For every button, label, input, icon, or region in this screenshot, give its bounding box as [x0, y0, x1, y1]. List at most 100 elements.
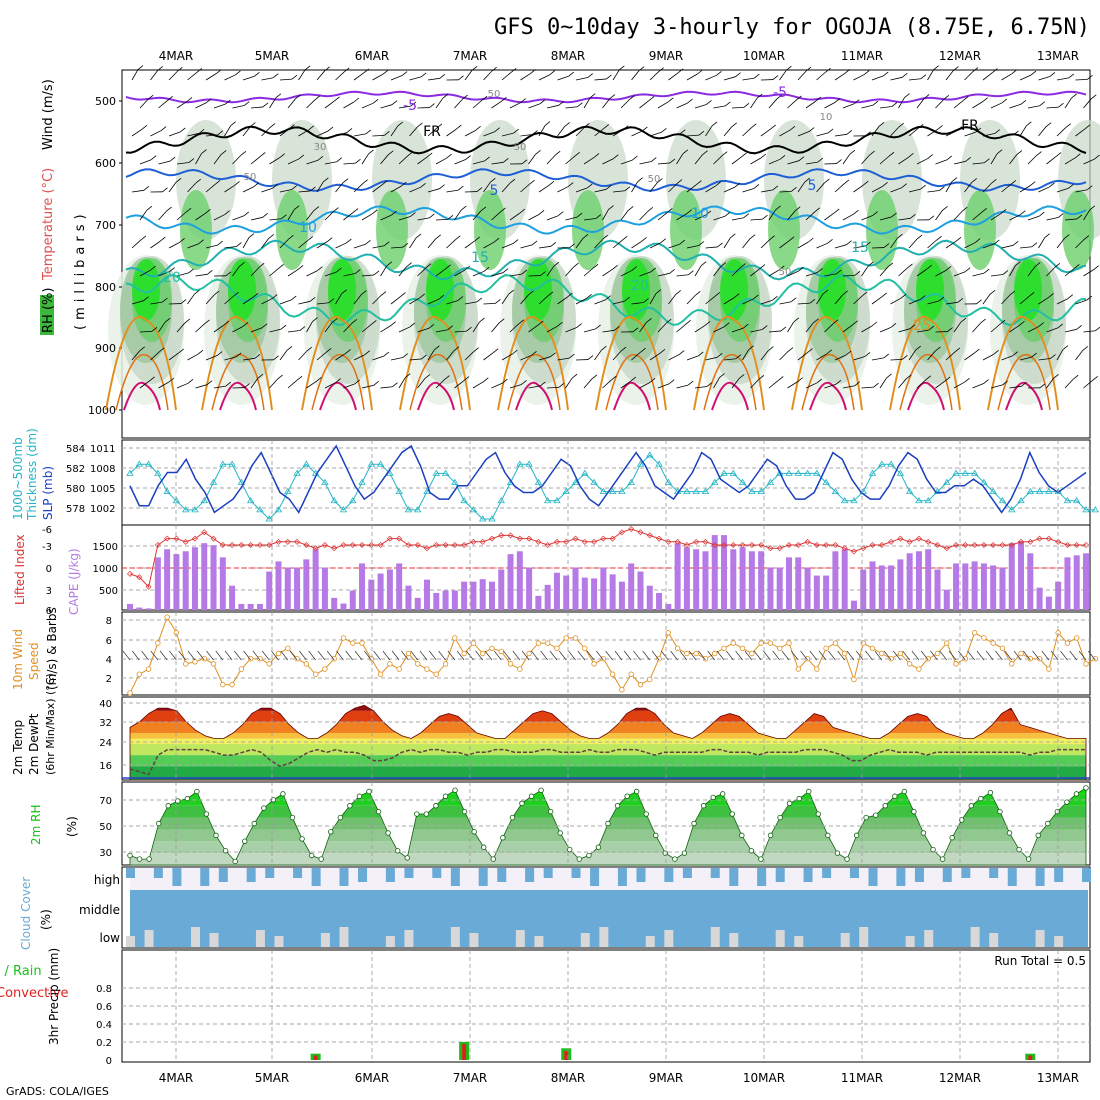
wind-barb [372, 245, 385, 249]
rh-marker [165, 803, 171, 809]
wind-barb [927, 190, 940, 193]
wind10-marker [647, 676, 653, 683]
wind10-marker [470, 640, 477, 646]
wind10-marker [981, 635, 987, 641]
wind10-marker [693, 650, 699, 657]
wind10-marker [777, 645, 783, 652]
wind-barb-flag [216, 351, 223, 356]
wind-barb-flag [1015, 261, 1021, 266]
wind-barb [409, 186, 421, 193]
wind-barb-flag [907, 263, 913, 269]
thickness-marker [766, 478, 775, 485]
thickness-marker [516, 460, 524, 467]
rh-marker [863, 814, 869, 821]
wind-barb-flag [312, 317, 318, 322]
wind-barb-flag [401, 71, 408, 76]
cape-bar [238, 603, 245, 610]
wind-barb [546, 104, 559, 109]
wind-barb-flag [994, 129, 1000, 134]
wind-barb [242, 237, 250, 249]
contour-label: FR [961, 118, 979, 134]
rh-marker [528, 793, 535, 799]
wind-barb-flag [749, 234, 756, 239]
wind-barb [417, 327, 430, 333]
cape-bar [405, 585, 412, 610]
thickness-marker [488, 515, 496, 522]
cloud-high-bar [757, 868, 767, 886]
wind-barb [168, 352, 179, 361]
cape-tick: 1000 [93, 564, 118, 575]
wind-barb-flag [770, 124, 776, 130]
cloud-high-bar [1054, 868, 1064, 882]
cloud-low-bar [794, 936, 804, 947]
wind-barb [242, 296, 254, 305]
wind-barb-flag [720, 262, 727, 267]
lifted-index-marker [284, 538, 291, 545]
cape-bar [377, 573, 384, 610]
wind-barb-flag [762, 214, 768, 220]
wind-barb-flag [521, 269, 528, 275]
thickness-marker [1091, 506, 1099, 513]
wind-barb [631, 351, 641, 361]
wind-barb-flag [168, 377, 175, 383]
wind-barb-flag [532, 130, 538, 135]
wind-barb-flag [955, 236, 962, 242]
rh-shading [328, 259, 356, 321]
wind-barb-flag [401, 181, 407, 187]
wind-barb-flag [426, 152, 433, 158]
wind-barb [1056, 187, 1069, 193]
wind-barb [972, 383, 984, 389]
wind-barb [908, 238, 918, 249]
wind-barb-flag [428, 323, 435, 329]
thickness-marker [293, 469, 301, 476]
wind-barb-flag [187, 378, 194, 384]
wind-barb-flag [779, 265, 785, 271]
wind-barb-flag [188, 158, 195, 163]
wind-barb [575, 298, 587, 305]
rh-marker [930, 846, 936, 853]
wind-barb [261, 127, 271, 137]
wind-barb [398, 326, 411, 333]
cloud-high-bar [914, 868, 924, 882]
wind-barb [213, 154, 222, 165]
wind-barb-flag [687, 98, 693, 104]
cloud-level-label: high [94, 873, 120, 887]
wind-barb-flag [605, 184, 612, 190]
wind-barb [353, 72, 364, 81]
wind-barb-flag [786, 65, 792, 71]
wind-barb [1038, 297, 1049, 305]
wind10-barb [995, 650, 1003, 661]
wind-barb-flag [1013, 130, 1019, 136]
wind10-barb [753, 650, 762, 661]
rh-marker [662, 850, 669, 856]
wind10-marker [591, 661, 597, 667]
wind-barb-flag [904, 93, 910, 98]
cloud-level-label: middle [79, 903, 120, 917]
wind-barb [768, 330, 781, 333]
wind-barb [1046, 267, 1056, 277]
lifted-index-marker [1073, 542, 1080, 549]
slp-tick: 1011 [90, 444, 115, 455]
wind-barb [1038, 358, 1051, 361]
thickness-marker [729, 469, 738, 476]
wind-barb-flag [355, 158, 361, 164]
wind-barb-flag [863, 70, 870, 75]
wind10-marker [182, 661, 189, 667]
wind-barb-flag [865, 131, 871, 137]
wind-barb-flag [336, 157, 343, 163]
wind10-barb [187, 650, 196, 661]
wind-barb [879, 216, 892, 221]
wind-barb [1038, 237, 1046, 249]
cloud-low-bar [970, 927, 980, 947]
wind10-barb [865, 650, 873, 661]
lifted-index-marker [990, 542, 997, 549]
contour-label: 20 [631, 278, 649, 294]
wind-barb [213, 103, 226, 109]
wind-barb-flag [963, 96, 969, 101]
wind10-marker [739, 645, 746, 652]
wind10-marker [563, 635, 569, 641]
wind-barb [409, 237, 417, 249]
wind10-marker [368, 655, 375, 662]
rh-marker [1054, 808, 1061, 815]
wind-barb-flag [890, 322, 897, 328]
